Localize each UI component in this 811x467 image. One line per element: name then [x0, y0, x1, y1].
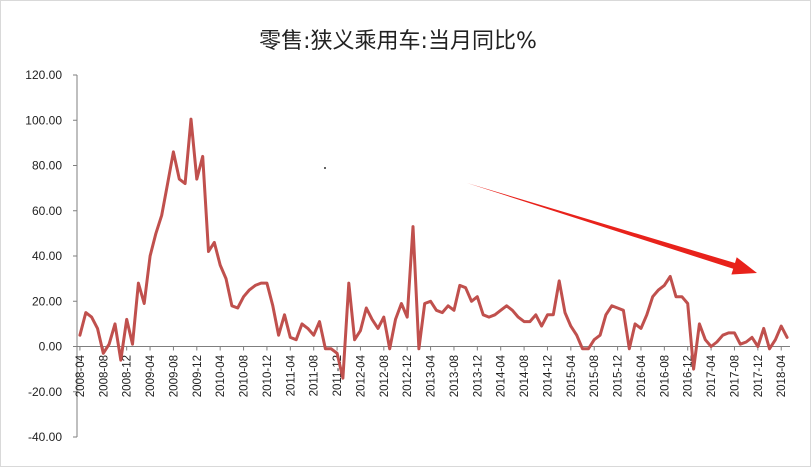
series-line — [78, 117, 789, 380]
x-tick-label: 2016-12 — [683, 355, 695, 397]
x-tick-label: 2014-12 — [542, 355, 554, 397]
x-tick-label: 2013-08 — [449, 355, 461, 397]
x-tick-label: 2016-08 — [659, 355, 671, 397]
x-tick-label: 2017-04 — [706, 354, 718, 397]
x-tick-label: 2010-08 — [239, 355, 251, 397]
y-tick-label: 40.00 — [32, 249, 62, 263]
x-tick-label: 2009-12 — [192, 355, 204, 397]
x-tick-label: 2015-12 — [613, 355, 625, 397]
x-tick-label: 2014-04 — [496, 354, 508, 397]
series-layer — [78, 117, 789, 380]
x-tick-label: 2010-04 — [215, 354, 227, 397]
x-tick-label: 2015-08 — [589, 355, 601, 397]
y-tick-label: 20.00 — [32, 294, 62, 308]
x-tick-label: 2013-04 — [426, 354, 438, 397]
x-tick-label: 2011-04 — [285, 354, 297, 396]
trend-arrow — [467, 183, 757, 275]
x-tick-label: 2008-12 — [122, 355, 134, 397]
x-tick-label: 2008-08 — [98, 355, 110, 397]
x-tick-label: 2015-04 — [566, 354, 578, 397]
y-tick-label: 60.00 — [32, 204, 62, 218]
x-tick-label: 2010-12 — [262, 355, 274, 397]
annotation-layer — [324, 167, 757, 275]
x-tick-label: 2012-04 — [355, 354, 367, 397]
x-tick-label: 2013-12 — [472, 355, 484, 397]
chart-title: 零售:狭义乘用车:当月同比% — [259, 29, 537, 54]
y-tick-label: 0.00 — [39, 340, 63, 354]
x-tick-label: 2011-08 — [309, 355, 321, 396]
x-tick-label: 2018-04 — [776, 354, 788, 397]
x-tick-label: 2014-08 — [519, 355, 531, 397]
y-tick-label: 100.00 — [25, 113, 62, 127]
x-tick-labels: 2008-04 2008-08 2008-12 2009-04 2009-08 2009-… — [75, 354, 788, 397]
stray-dot — [324, 167, 326, 169]
y-tick-label: -40.00 — [28, 430, 62, 444]
x-tick-label: 2012-08 — [379, 355, 391, 397]
x-tick-label: 2012-12 — [402, 355, 414, 397]
x-tick-label: 2017-12 — [753, 355, 765, 397]
chart-axes — [73, 74, 790, 438]
y-tick-label: 120.00 — [25, 68, 62, 82]
y-tick-label: 80.00 — [32, 159, 62, 173]
y-tick-labels: 120.00 100.00 80.00 60.00 40.00 20.00 0.00 -20.… — [25, 68, 62, 444]
x-tick-label: 2008-04 — [75, 354, 87, 397]
x-tick-label: 2009-04 — [145, 354, 157, 397]
x-tick-label: 2016-04 — [636, 354, 648, 397]
x-tick-label: 2009-08 — [168, 355, 180, 397]
x-tick-label: 2017-08 — [729, 355, 741, 397]
y-tick-label: -20.00 — [28, 385, 62, 399]
